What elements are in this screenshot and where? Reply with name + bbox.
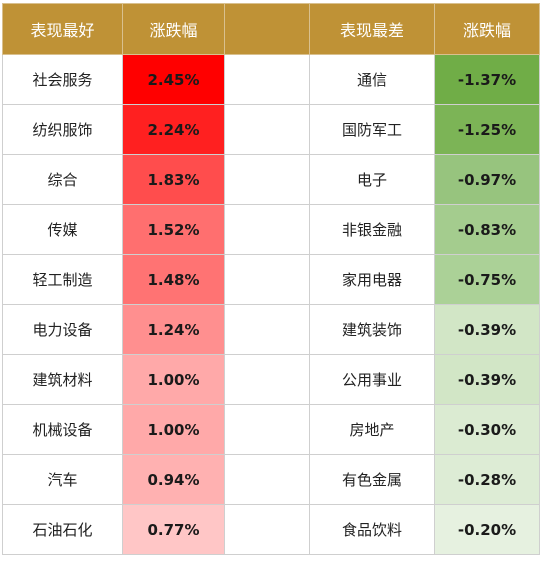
worst-industry-cell: 非银金融 bbox=[309, 204, 435, 255]
worst-change-cell: -0.97% bbox=[434, 154, 540, 205]
table-row: 石油石化 0.77% 食品饮料 -0.20% bbox=[2, 504, 540, 555]
spacer-cell bbox=[224, 354, 310, 405]
spacer-cell bbox=[224, 254, 310, 305]
spacer-cell bbox=[224, 404, 310, 455]
spacer-cell bbox=[224, 154, 310, 205]
spacer-cell bbox=[224, 304, 310, 355]
best-industry-cell: 轻工制造 bbox=[2, 254, 123, 305]
best-change-cell: 1.24% bbox=[122, 304, 225, 355]
worst-industry-cell: 房地产 bbox=[309, 404, 435, 455]
best-industry-cell: 综合 bbox=[2, 154, 123, 205]
best-change-cell: 0.77% bbox=[122, 504, 225, 555]
table-row: 轻工制造 1.48% 家用电器 -0.75% bbox=[2, 254, 540, 305]
spacer-cell bbox=[224, 204, 310, 255]
table-row: 综合 1.83% 电子 -0.97% bbox=[2, 154, 540, 205]
spacer-cell bbox=[224, 54, 310, 105]
spacer-cell bbox=[224, 104, 310, 155]
header-worst-change: 涨跌幅 bbox=[434, 3, 540, 55]
spacer-cell bbox=[224, 504, 310, 555]
best-industry-cell: 建筑材料 bbox=[2, 354, 123, 405]
best-industry-cell: 电力设备 bbox=[2, 304, 123, 355]
best-industry-cell: 机械设备 bbox=[2, 404, 123, 455]
worst-change-cell: -1.25% bbox=[434, 104, 540, 155]
best-change-cell: 0.94% bbox=[122, 454, 225, 505]
worst-change-cell: -0.28% bbox=[434, 454, 540, 505]
best-change-cell: 1.48% bbox=[122, 254, 225, 305]
best-industry-cell: 传媒 bbox=[2, 204, 123, 255]
best-change-cell: 1.00% bbox=[122, 404, 225, 455]
worst-industry-cell: 国防军工 bbox=[309, 104, 435, 155]
worst-industry-cell: 电子 bbox=[309, 154, 435, 205]
worst-change-cell: -0.83% bbox=[434, 204, 540, 255]
worst-change-cell: -0.75% bbox=[434, 254, 540, 305]
worst-industry-cell: 通信 bbox=[309, 54, 435, 105]
header-best: 表现最好 bbox=[2, 3, 123, 55]
best-industry-cell: 汽车 bbox=[2, 454, 123, 505]
best-industry-cell: 石油石化 bbox=[2, 504, 123, 555]
worst-industry-cell: 家用电器 bbox=[309, 254, 435, 305]
table-row: 社会服务 2.45% 通信 -1.37% bbox=[2, 54, 540, 105]
table-row: 电力设备 1.24% 建筑装饰 -0.39% bbox=[2, 304, 540, 355]
table-row: 纺织服饰 2.24% 国防军工 -1.25% bbox=[2, 104, 540, 155]
worst-industry-cell: 公用事业 bbox=[309, 354, 435, 405]
table-row: 传媒 1.52% 非银金融 -0.83% bbox=[2, 204, 540, 255]
worst-industry-cell: 建筑装饰 bbox=[309, 304, 435, 355]
best-change-cell: 1.52% bbox=[122, 204, 225, 255]
best-change-cell: 2.24% bbox=[122, 104, 225, 155]
header-best-change: 涨跌幅 bbox=[122, 3, 225, 55]
table-row: 机械设备 1.00% 房地产 -0.30% bbox=[2, 404, 540, 455]
worst-change-cell: -1.37% bbox=[434, 54, 540, 105]
header-row: 表现最好 涨跌幅 表现最差 涨跌幅 bbox=[2, 3, 540, 55]
worst-industry-cell: 食品饮料 bbox=[309, 504, 435, 555]
table-row: 汽车 0.94% 有色金属 -0.28% bbox=[2, 454, 540, 505]
worst-change-cell: -0.30% bbox=[434, 404, 540, 455]
table-row: 建筑材料 1.00% 公用事业 -0.39% bbox=[2, 354, 540, 405]
spacer-cell bbox=[224, 454, 310, 505]
best-change-cell: 1.00% bbox=[122, 354, 225, 405]
worst-industry-cell: 有色金属 bbox=[309, 454, 435, 505]
best-industry-cell: 纺织服饰 bbox=[2, 104, 123, 155]
best-change-cell: 1.83% bbox=[122, 154, 225, 205]
header-worst: 表现最差 bbox=[309, 3, 435, 55]
table-body: 社会服务 2.45% 通信 -1.37% 纺织服饰 2.24% 国防军工 -1.25% 综合 1.… bbox=[2, 54, 540, 555]
worst-change-cell: -0.20% bbox=[434, 504, 540, 555]
performance-table: 表现最好 涨跌幅 表现最差 涨跌幅 社会服务 2.45% 通信 -1.37% 纺织服饰 2… bbox=[2, 3, 540, 555]
header-spacer bbox=[224, 3, 310, 55]
best-industry-cell: 社会服务 bbox=[2, 54, 123, 105]
worst-change-cell: -0.39% bbox=[434, 304, 540, 355]
worst-change-cell: -0.39% bbox=[434, 354, 540, 405]
best-change-cell: 2.45% bbox=[122, 54, 225, 105]
